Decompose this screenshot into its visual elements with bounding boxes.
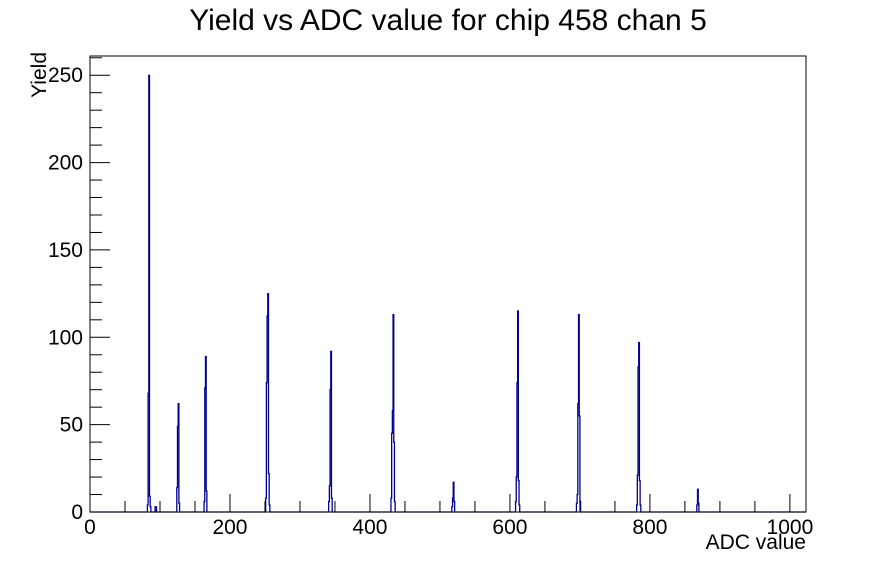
plot-frame <box>89 55 807 513</box>
y-tick-label: 250 <box>48 64 83 87</box>
y-tick-label: 200 <box>48 152 83 175</box>
y-tick-label: 50 <box>60 414 83 437</box>
histogram-line <box>90 74 806 513</box>
y-tick-label: 100 <box>48 326 83 349</box>
x-tick-label: 0 <box>84 516 96 539</box>
x-tick-label: 400 <box>352 516 387 539</box>
x-tick-label: 1000 <box>767 516 814 539</box>
x-tick-label: 200 <box>212 516 247 539</box>
x-tick-label: 600 <box>492 516 527 539</box>
y-axis-title: Yield <box>28 52 51 98</box>
y-tick-label: 0 <box>71 501 83 524</box>
x-tick-label: 800 <box>632 516 667 539</box>
y-tick-label: 150 <box>48 239 83 262</box>
x-axis-title: ADC value <box>705 531 806 554</box>
chart-title: Yield vs ADC value for chip 458 chan 5 <box>189 4 707 37</box>
